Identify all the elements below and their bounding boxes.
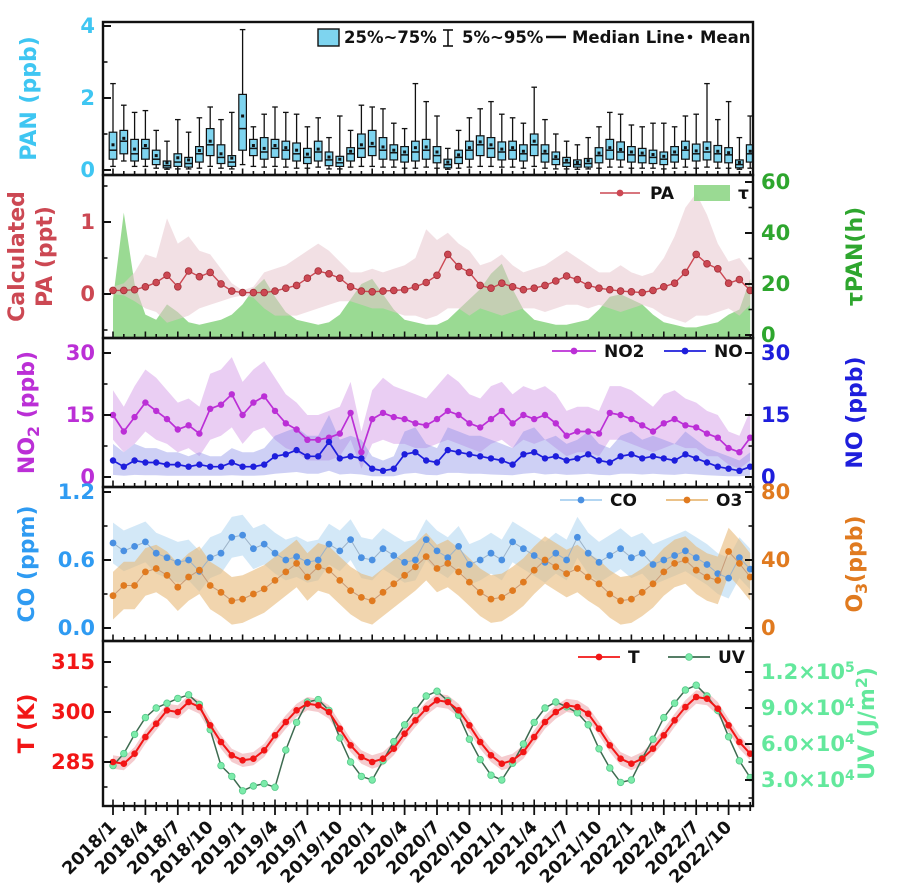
legend-tau-icon	[694, 185, 730, 201]
y-axis-title-co_o3: CO (ppm)	[15, 505, 40, 622]
legend-o3-label: O3	[716, 491, 742, 511]
svg-text:NO (ppb): NO (ppb)	[843, 356, 868, 468]
panel-no2-no	[109, 357, 752, 477]
svg-text:O3​(ppb): O3​(ppb)	[843, 515, 871, 612]
legend-uv-label: UV	[718, 648, 746, 668]
legend-no2-label: NO2	[604, 342, 645, 362]
svg-text:2: 2	[80, 86, 95, 110]
legend-median-label: Median Line	[572, 28, 685, 47]
panel-frame-co_o3: 0.0 0.6 1.2 0 40 80 CO (ppm) O3​(ppb)	[15, 480, 871, 643]
legend-mean-label: Mean	[700, 28, 751, 47]
svg-text:4: 4	[80, 14, 95, 38]
svg-text:0: 0	[80, 282, 95, 306]
svg-text:0: 0	[761, 465, 776, 489]
legend-pa-tau: PA τ	[600, 184, 749, 204]
legend-tau-label: τ	[738, 184, 749, 204]
panel-frame-no2_no: 0 15 30 0 15 30 NO2​ (ppb) NO (ppb)	[15, 336, 868, 489]
svg-text:285: 285	[51, 750, 95, 774]
y-axis-title-pan: PAN (ppb)	[17, 36, 42, 161]
legend-box-swatch	[317, 28, 340, 47]
svg-text:40: 40	[761, 221, 790, 245]
series-co-line	[109, 531, 752, 582]
y-axis-title-no2_no: NO2​ (ppb)	[15, 351, 43, 474]
svg-text:20: 20	[761, 272, 790, 296]
svg-text:0: 0	[761, 323, 776, 347]
series-pa-band	[113, 193, 751, 323]
axis-titles-pan: PAN (ppb)	[17, 36, 42, 161]
svg-text:0: 0	[761, 616, 776, 640]
legend-whisker-label: 5%~95%	[462, 28, 544, 47]
svg-text:0: 0	[80, 158, 95, 182]
panel-co-o3	[109, 514, 752, 625]
svg-text:315: 315	[51, 650, 95, 674]
svg-text:15: 15	[761, 403, 790, 427]
axis-titles-no2_no: NO2​ (ppb) NO (ppb)	[15, 351, 868, 474]
svg-text:15: 15	[66, 403, 95, 427]
svg-text:60: 60	[761, 170, 790, 194]
legend-mean-icon	[687, 34, 693, 40]
legend-t-uv: T UV	[578, 648, 746, 668]
legend-box-label: 25%~75%	[344, 28, 437, 47]
svg-text:0.6: 0.6	[58, 548, 95, 572]
svg-text:0: 0	[80, 465, 95, 489]
series-t-line	[109, 693, 752, 767]
legend-pa-label: PA	[650, 184, 675, 204]
series-o3-line	[109, 548, 752, 605]
svg-text:1.2×105: 1.2×105	[761, 660, 855, 684]
series-no-line	[109, 438, 752, 474]
svg-text:Calculated: Calculated	[5, 191, 30, 322]
legend-t-label: T	[628, 648, 640, 668]
series-no2-band	[113, 357, 751, 469]
axis-titles-co_o3: CO (ppm) O3​(ppb)	[15, 505, 871, 622]
y-axis-title-t_uv: T (K)	[15, 694, 40, 754]
x-axis: 2018/12018/42018/72018/102019/12019/4201…	[59, 806, 752, 888]
panel-t-uv	[109, 681, 752, 795]
panel-pa-tau	[109, 193, 752, 337]
axis-titles-t_uv: T (K) UV (J/m2​)	[15, 667, 880, 780]
series-o3-band	[113, 527, 751, 625]
svg-text:UV (J/m2​): UV (J/m2​)	[852, 667, 880, 780]
svg-text:80: 80	[761, 480, 790, 504]
series-no-band	[113, 415, 751, 477]
svg-text:300: 300	[51, 700, 95, 724]
axis-titles-pa_tau: Calculated PA (ppt) τPAN(h)	[5, 191, 868, 322]
legend-pan: 25%~75% 5%~95% Median Line Mean	[317, 28, 751, 47]
svg-text:40: 40	[761, 548, 790, 572]
svg-text:0.0: 0.0	[58, 616, 95, 640]
legend-co-label: CO	[610, 491, 637, 511]
svg-text:PA (ppt): PA (ppt)	[33, 206, 58, 307]
legend-no2-no: NO2 NO	[552, 342, 743, 362]
svg-text:τPAN(h): τPAN(h)	[843, 207, 868, 306]
legend-no-label: NO	[714, 342, 743, 362]
svg-text:3.0×104: 3.0×104	[761, 768, 855, 792]
series-pa-line	[109, 250, 752, 297]
panel-pan	[108, 28, 752, 170]
legend-co-o3: CO O3	[560, 491, 742, 511]
series-t-band	[113, 690, 751, 771]
series-uv-line	[109, 681, 752, 795]
svg-text:1: 1	[80, 210, 95, 234]
svg-text:30: 30	[761, 341, 790, 365]
svg-text:6.0×104: 6.0×104	[761, 732, 855, 756]
svg-text:30: 30	[66, 341, 95, 365]
series-no2-line	[109, 391, 752, 456]
svg-text:9.0×104: 9.0×104	[761, 696, 855, 720]
svg-text:1.2: 1.2	[58, 480, 95, 504]
